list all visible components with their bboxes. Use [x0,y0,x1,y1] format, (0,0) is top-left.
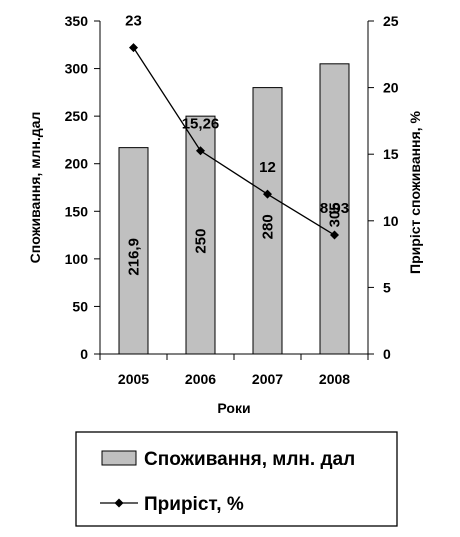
right-tick-label: 15 [383,146,399,162]
left-tick-label: 150 [65,203,89,219]
legend-swatch-bar [101,450,137,466]
growth-value-label-2006: 15,26 [182,116,220,133]
plot-area: 216,9 250 280 305 23 15,26 12 8,93 [118,13,350,355]
growth-value-label-2005: 23 [125,13,142,30]
left-tick-label: 350 [65,13,89,29]
legend-swatch-marker [114,498,124,508]
right-tick-label: 20 [383,80,399,96]
bar-value-label-2007: 280 [260,214,277,239]
right-tick-label: 10 [383,213,399,229]
right-tick-label: 25 [383,13,399,29]
legend: Споживання, млн. дал Приріст, % [75,431,398,527]
x-tick-label-2006: 2006 [185,371,216,387]
bar-2006 [185,115,216,355]
x-tick-label-2008: 2008 [319,371,350,387]
left-tick-label: 300 [65,61,89,77]
left-tick-label: 50 [72,298,88,314]
left-axis-title: Споживання, млн.дал [27,112,43,264]
growth-marker-2005 [129,43,138,53]
legend-label-growth: Приріст, % [144,494,244,515]
right-tick-label: 5 [383,279,391,295]
growth-value-label-2008: 8,93 [320,200,349,217]
left-axis: 0 50 100 150 200 250 300 350 [65,13,101,362]
bar-value-label-2005: 216,9 [126,238,143,276]
bar-2008 [319,63,350,355]
left-tick-label: 200 [65,156,89,172]
right-axis-title: Приріст споживання, % [407,111,423,274]
legend-frame [75,431,398,527]
bar-2005 [118,147,149,355]
legend-label-consumption: Споживання, млн. дал [144,449,355,470]
right-tick-label: 0 [383,346,391,362]
growth-marker-2007 [263,189,272,199]
x-tick-label-2005: 2005 [118,371,149,387]
left-tick-label: 0 [80,346,88,362]
growth-marker-2006 [196,146,205,156]
x-axis: 2005 2006 2007 2008 [99,353,369,387]
bar-value-label-2006: 250 [193,229,210,254]
growth-value-label-2007: 12 [259,159,276,176]
growth-line [132,47,335,236]
x-axis-title: Роки [217,400,250,416]
left-tick-label: 250 [65,108,89,124]
left-tick-label: 100 [65,251,89,267]
right-axis: 0 5 10 15 20 25 [367,13,399,362]
growth-marker-2008 [330,230,339,240]
bar-2007 [252,87,283,355]
x-tick-label-2007: 2007 [252,371,283,387]
bar-value-label-2008: 305 [327,202,344,227]
